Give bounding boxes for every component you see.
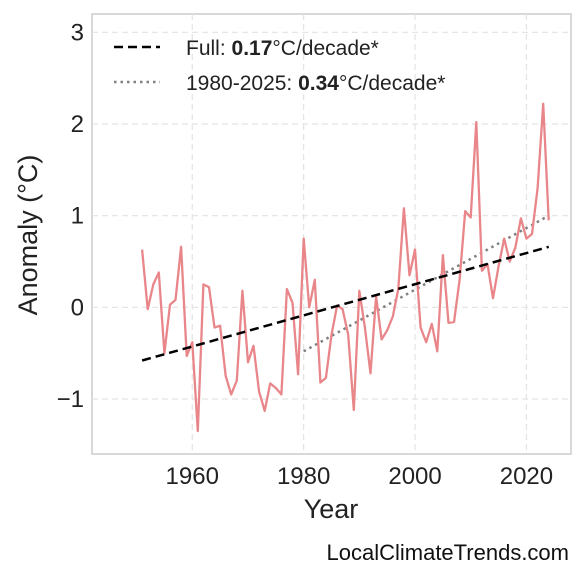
legend-recent-prefix: 1980-2025: [186, 72, 298, 95]
x-tick-label: 2000 [388, 463, 441, 490]
trendlines [303, 214, 550, 353]
y-tick-label: 0 [71, 294, 84, 321]
y-axis-label: Anomaly (°C) [13, 155, 43, 316]
legend-full-value: 0.17 [232, 37, 273, 60]
y-tick-label: 3 [71, 19, 84, 46]
legend-full-prefix: Full: [186, 37, 232, 60]
legend-recent-suffix: °C/decade* [339, 72, 445, 95]
legend: Full: 0.17°C/decade* 1980-2025: 0.34°C/d… [114, 37, 445, 95]
x-axis-label: Year [304, 494, 359, 524]
legend-label-recent: 1980-2025: 0.34°C/decade* [186, 72, 445, 95]
legend-label-full: Full: 0.17°C/decade* [186, 37, 379, 60]
legend-full-suffix: °C/decade* [272, 37, 378, 60]
legend-recent-value: 0.34 [298, 72, 339, 95]
x-tick-label: 1960 [166, 463, 219, 490]
y-tick-label: −1 [57, 386, 84, 413]
plot-area-frame [91, 13, 572, 455]
trendline-full [141, 245, 550, 362]
grid [92, 14, 571, 454]
site-credit: LocalClimateTrends.com [326, 540, 570, 565]
data-series [140, 102, 550, 433]
x-tick-label: 2020 [500, 463, 553, 490]
y-tick-label: 2 [71, 111, 84, 138]
trendline-recent [303, 214, 550, 353]
tick-labels: 1960 1980 2000 2020 3 2 1 0 −1 [57, 19, 554, 490]
x-tick-label: 1980 [277, 463, 330, 490]
anomaly-series-line [140, 102, 550, 433]
y-tick-label: 1 [71, 203, 84, 230]
